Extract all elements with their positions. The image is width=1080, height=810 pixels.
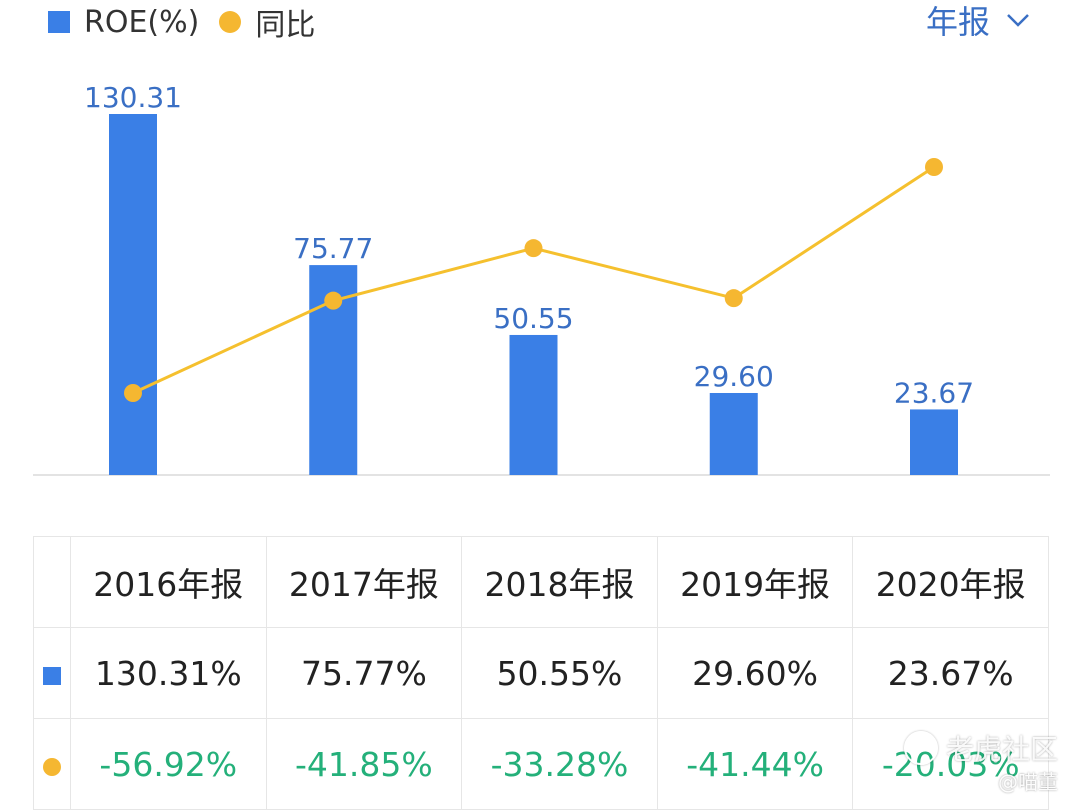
watermark: 老虎社区 xyxy=(903,728,1058,768)
roe-cell: 50.55% xyxy=(461,627,658,719)
roe-bar-label: 130.31 xyxy=(84,81,182,114)
period-selector-label: 年报 xyxy=(925,3,990,41)
table-corner-cell xyxy=(33,536,71,628)
legend-bar-label: ROE(%) xyxy=(84,4,200,40)
roe-cell: 75.77% xyxy=(265,627,463,719)
table-header-cell: 2017年报 xyxy=(265,536,463,628)
data-table: 2016年报 2017年报 2018年报 2019年报 2020年报 130.3… xyxy=(33,536,1049,810)
roe-bar-label: 29.60 xyxy=(694,360,774,393)
table-header-cell: 2016年报 xyxy=(70,536,267,628)
roe-bar-label: 50.55 xyxy=(493,302,573,335)
roe-cell: 130.31% xyxy=(70,627,267,719)
watermark-logo-icon xyxy=(903,731,938,765)
watermark-brand: 老虎社区 xyxy=(945,733,1058,766)
roe-bar xyxy=(109,114,157,475)
legend-line-label: 同比 xyxy=(255,8,316,43)
watermark-author: @喵董 xyxy=(998,770,1058,794)
roe-bar xyxy=(709,392,758,475)
roe-bar xyxy=(910,409,958,475)
roe-row-marker xyxy=(33,627,71,719)
table-header-row: 2016年报 2017年报 2018年报 2019年报 2020年报 xyxy=(33,536,1049,628)
yoy-point xyxy=(925,158,943,176)
yoy-row-marker xyxy=(33,718,71,810)
yoy-point xyxy=(124,384,142,402)
period-selector[interactable]: 年报 xyxy=(925,0,1030,41)
yoy-point xyxy=(524,239,543,258)
yoy-cell: -56.92% xyxy=(70,718,267,810)
table-row-roe: 130.31% 75.77% 50.55% 29.60% 23.67% xyxy=(33,627,1049,719)
roe-chart: 130.31 75.77 50.55 29.60 23.67 xyxy=(33,81,1050,476)
table-header-cell: 2018年报 xyxy=(461,536,658,628)
yoy-point xyxy=(324,291,343,310)
yoy-cell: -41.85% xyxy=(265,718,463,810)
chevron-down-icon xyxy=(1007,14,1029,27)
yoy-cell: -41.44% xyxy=(656,718,854,810)
chart-legend: ROE(%) 同比 xyxy=(48,2,316,43)
roe-bar-label: 75.77 xyxy=(293,232,373,265)
yoy-cell: -33.28% xyxy=(461,718,658,810)
table-row-yoy: -56.92% -41.85% -33.28% -41.44% -20.03% xyxy=(33,718,1049,810)
table-header-cell: 2020年报 xyxy=(852,536,1049,628)
legend-line-swatch xyxy=(219,11,242,33)
legend-bar-swatch xyxy=(48,11,70,33)
roe-bar xyxy=(509,334,558,475)
roe-cell: 23.67% xyxy=(852,627,1049,719)
roe-bar-label: 23.67 xyxy=(894,376,974,409)
roe-cell: 29.60% xyxy=(656,627,854,719)
yoy-point xyxy=(724,289,743,308)
table-header-cell: 2019年报 xyxy=(656,536,854,628)
